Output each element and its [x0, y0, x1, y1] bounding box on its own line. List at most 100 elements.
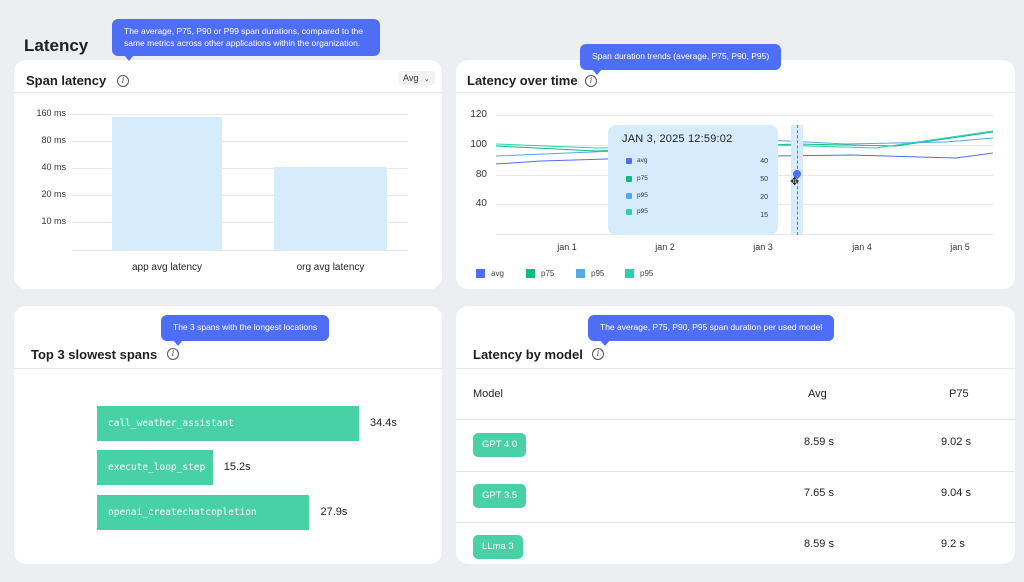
hover-card: JAN 3, 2025 12:59:02 avg 40 p75 50 p95 20 p95 1…: [608, 125, 778, 235]
divider: [14, 368, 442, 369]
gridline: [72, 222, 408, 223]
series-swatch: [626, 192, 632, 199]
divider: [456, 368, 1015, 369]
row-divider: [456, 522, 1015, 523]
hover-row: avg: [626, 157, 647, 164]
bar-category-label: org avg latency: [296, 262, 365, 273]
column-header-p75: P75: [949, 388, 969, 400]
info-icon[interactable]: i: [167, 348, 179, 360]
latency-over-time-tooltip: Span duration trends (average, P75, P90,…: [580, 44, 782, 74]
span-bar[interactable]: call_weather_assistant: [97, 406, 359, 441]
x-tick-label: jan 2: [655, 242, 675, 252]
gridline: [72, 250, 408, 251]
legend-swatch: [576, 269, 585, 278]
model-badge[interactable]: GPT 3.5: [473, 484, 527, 508]
y-tick-label: 80 ms: [41, 135, 66, 145]
row-divider: [456, 471, 1015, 472]
bar-category-label: app avg latency: [131, 262, 203, 273]
span-latency-card: Span latency i Avg ⌄ 160 ms 80 ms 40 ms 20 …: [14, 60, 442, 289]
model-badge[interactable]: GPT 4.0: [473, 433, 527, 457]
hover-series-name: avg: [637, 157, 648, 164]
gridline: [72, 195, 408, 196]
series-swatch: [626, 157, 632, 164]
span-bar[interactable]: execute_loop_step: [97, 450, 213, 485]
chevron-down-icon: ⌄: [423, 76, 430, 83]
span-duration: 34.4s: [370, 417, 397, 429]
hover-series-value: 15: [760, 212, 768, 219]
y-tick-label: 80: [475, 169, 487, 180]
span-bar[interactable]: openai_createchatcopletion: [97, 495, 310, 530]
card-title: Top 3 slowest spans: [31, 347, 158, 362]
y-tick-label: 20 ms: [41, 189, 66, 199]
hover-row: p95: [626, 208, 648, 215]
slowest-spans-tooltip: The 3 spans with the longest locations: [161, 315, 330, 345]
cell-avg: 7.65 s: [804, 487, 834, 499]
column-header-model: Model: [473, 388, 503, 400]
card-title: Latency by model: [473, 347, 583, 362]
crosshair-line: [797, 125, 798, 235]
info-icon[interactable]: i: [592, 348, 604, 360]
metric-select-value: Avg: [403, 73, 419, 83]
latency-by-model-tooltip: The average, P75, P90, P95 span duration…: [588, 315, 835, 345]
y-tick-label: 100: [470, 139, 487, 150]
legend-swatch: [625, 269, 634, 278]
latency-over-time-card: Latency over time i 120 100 80 40 jan 1 jan 2…: [456, 60, 1015, 289]
legend-item: p95: [625, 269, 653, 278]
page-title: Latency: [24, 36, 89, 55]
span-duration: 15.2s: [223, 461, 251, 473]
span-duration: 27.9s: [320, 506, 348, 518]
hover-series-value: 40: [760, 158, 768, 165]
gridline: [72, 168, 408, 169]
latency-by-model-card: Latency by model i Model Avg P75 GPT 4.0…: [456, 306, 1015, 564]
hover-row: p75: [626, 175, 648, 182]
divider: [456, 92, 1015, 93]
y-tick-label: 160 ms: [36, 108, 66, 118]
legend-label: p95: [591, 269, 605, 278]
row-divider: [456, 419, 1015, 420]
y-tick-label: 40: [475, 198, 487, 209]
cell-avg: 8.59 s: [804, 436, 834, 448]
slowest-spans-card: Top 3 slowest spans i call_weather_assis…: [14, 306, 442, 564]
y-tick-label: 120: [470, 109, 487, 120]
crosshair-point: [793, 170, 801, 178]
hover-series-name: p95: [637, 208, 648, 215]
legend-label: p95: [640, 269, 654, 278]
hover-series-name: p95: [637, 192, 648, 199]
series-swatch: [626, 208, 632, 215]
x-tick-label: jan 4: [852, 242, 872, 252]
card-title: Latency over time: [467, 73, 578, 88]
legend-swatch: [526, 269, 535, 278]
hover-series-name: p75: [637, 175, 648, 182]
x-tick-label: jan 5: [950, 242, 970, 252]
column-header-avg: Avg: [808, 388, 827, 400]
legend-item: avg: [476, 269, 504, 278]
gridline: [72, 114, 408, 115]
x-tick-label: jan 1: [557, 242, 577, 252]
legend-label: p75: [541, 269, 555, 278]
cell-p75: 9.02 s: [941, 436, 971, 448]
series-swatch: [626, 175, 632, 182]
y-tick-label: 10 ms: [41, 216, 66, 226]
bar: [112, 117, 222, 250]
bar: [274, 166, 387, 250]
legend-item: p75: [526, 269, 554, 278]
hover-series-value: 50: [760, 176, 768, 183]
info-icon[interactable]: i: [585, 75, 597, 87]
cell-p75: 9.04 s: [941, 487, 971, 499]
metric-select[interactable]: Avg ⌄: [398, 71, 435, 85]
cell-p75: 9.2 s: [941, 538, 965, 550]
legend-swatch: [476, 269, 485, 278]
hover-row: p95: [626, 192, 648, 199]
y-tick-label: 40 ms: [41, 162, 66, 172]
x-tick-label: jan 3: [753, 242, 773, 252]
model-badge[interactable]: LLma 3: [473, 535, 523, 559]
gridline: [72, 141, 408, 142]
legend-label: avg: [491, 269, 504, 278]
cell-avg: 8.59 s: [804, 538, 834, 550]
hover-series-value: 20: [760, 194, 768, 201]
move-cursor-icon[interactable]: ✥: [790, 176, 800, 188]
info-icon[interactable]: i: [117, 75, 129, 87]
card-title: Span latency: [26, 73, 107, 88]
legend-item: p95: [576, 269, 604, 278]
hover-title: JAN 3, 2025 12:59:02: [622, 133, 733, 145]
